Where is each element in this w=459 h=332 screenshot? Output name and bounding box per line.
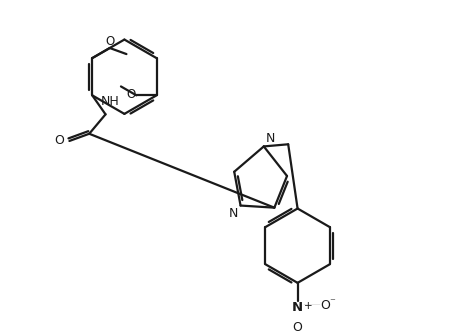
Text: O: O <box>319 299 329 312</box>
Text: O: O <box>105 35 115 47</box>
Text: +: + <box>303 301 312 311</box>
Text: ⁻: ⁻ <box>328 297 334 307</box>
Text: N: N <box>229 207 238 220</box>
Text: O: O <box>126 88 135 101</box>
Text: NH: NH <box>101 95 120 109</box>
Text: O: O <box>54 134 64 147</box>
Text: N: N <box>291 301 302 314</box>
Text: N: N <box>265 132 274 145</box>
Text: O: O <box>292 321 302 332</box>
